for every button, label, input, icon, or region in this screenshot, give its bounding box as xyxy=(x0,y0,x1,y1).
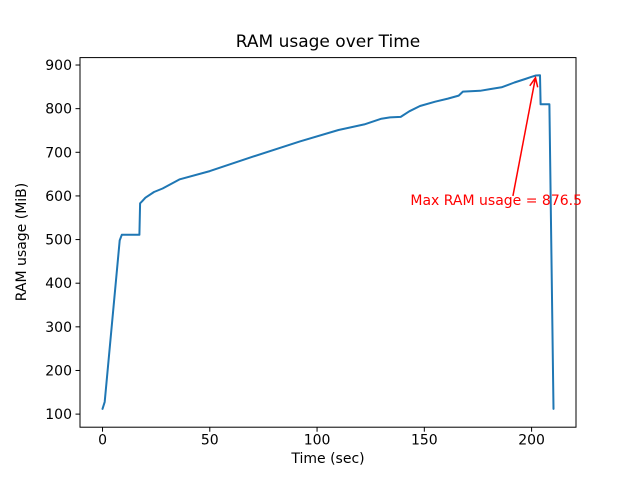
chart-title: RAM usage over Time xyxy=(236,32,420,52)
annotation-arrow xyxy=(512,77,537,197)
ram-usage-line xyxy=(101,74,555,410)
y-tick-label: 600 xyxy=(45,189,72,205)
x-axis-ticks: 0 50 100 150 200 xyxy=(98,427,545,449)
y-tick-label: 400 xyxy=(45,276,72,292)
annotation-arrowhead-icon xyxy=(529,75,539,88)
y-tick-label: 800 xyxy=(45,102,72,118)
x-tick-label: 100 xyxy=(304,433,331,449)
x-tick-label: 50 xyxy=(201,433,219,449)
x-tick-label: 0 xyxy=(98,433,107,449)
y-axis-ticks: 100 200 300 400 500 600 700 800 900 xyxy=(45,58,80,423)
axes-frame xyxy=(79,57,577,428)
y-axis-label: RAM usage (MiB) xyxy=(14,183,30,301)
y-tick-label: 500 xyxy=(45,233,72,249)
y-tick-label: 100 xyxy=(45,407,72,423)
max-annotation: Max RAM usage = 876.5 xyxy=(410,75,582,209)
x-tick-label: 150 xyxy=(411,433,438,449)
y-tick-label: 900 xyxy=(45,58,72,74)
x-tick-label: 200 xyxy=(518,433,545,449)
y-tick-label: 200 xyxy=(45,363,72,379)
annotation-text: Max RAM usage = 876.5 xyxy=(410,193,582,209)
y-tick-label: 300 xyxy=(45,320,72,336)
y-tick-label: 700 xyxy=(45,145,72,161)
x-axis-label: Time (sec) xyxy=(290,451,364,467)
